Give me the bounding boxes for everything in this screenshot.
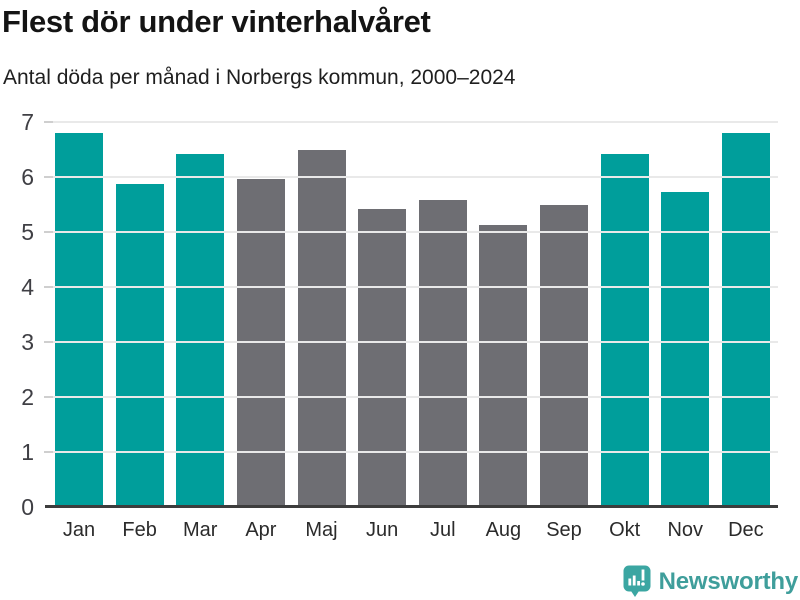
bar-nov (661, 192, 710, 507)
x-axis-label-okt: Okt (609, 519, 641, 541)
x-axis-label-jan: Jan (62, 519, 96, 541)
bar-maj (297, 149, 346, 507)
bar-jan (55, 133, 103, 507)
bar-dec (721, 133, 770, 507)
y-axis-label-0: 0 (21, 494, 34, 520)
page-title: Flest dör under vinterhalvåret (2, 4, 431, 39)
y-tick-7 (44, 121, 53, 123)
gridline-4 (47, 286, 778, 289)
y-tick-5 (44, 231, 53, 233)
bar-sep (540, 204, 588, 507)
y-axis-label-2: 2 (21, 384, 34, 410)
bar-slot-jul: Jul (418, 122, 467, 541)
y-axis: 0 1 2 3 4 5 6 7 (0, 109, 34, 520)
x-axis-label-jul: Jul (429, 519, 456, 541)
bar-slot-sep: Sep (540, 122, 588, 541)
y-axis-label-5: 5 (21, 219, 34, 245)
y-axis-label-4: 4 (21, 274, 34, 300)
gridline-7 (47, 121, 778, 123)
x-axis-label-nov: Nov (667, 519, 704, 541)
bar-slot-dec: Dec (721, 122, 770, 541)
y-tick-3 (44, 341, 53, 343)
y-tick-6 (44, 176, 53, 178)
bar-slot-maj: Maj (297, 122, 346, 541)
chart-subtitle: Antal döda per månad i Norbergs kommun, … (3, 66, 516, 89)
bars-container: Jan Feb Mar Apr Maj Jun Jul Aug Sep Okt Nov Dec (47, 122, 778, 541)
gridline-2 (47, 396, 778, 399)
y-axis-label-6: 6 (21, 164, 34, 190)
bar-slot-aug: Aug (479, 122, 528, 541)
bar-slot-feb: Feb (115, 122, 164, 541)
bar-jun (358, 208, 407, 507)
bar-slot-apr: Apr (236, 122, 285, 541)
y-axis-label-1: 1 (21, 439, 34, 465)
gridline-5 (47, 231, 778, 233)
bar-feb (115, 184, 164, 507)
x-axis-label-mar: Mar (183, 519, 218, 541)
gridline-1 (47, 451, 778, 454)
x-axis-label-aug: Aug (485, 519, 522, 541)
bar-slot-jan: Jan (55, 122, 103, 541)
bar-slot-okt: Okt (600, 122, 649, 541)
gridline-3 (47, 341, 778, 343)
y-tick-1 (44, 451, 53, 454)
y-axis-label-7: 7 (21, 109, 34, 135)
brand-name: Newsworthy (658, 567, 799, 595)
bar-jul (418, 200, 467, 507)
brand-footer: Newsworthy (623, 565, 798, 598)
x-axis-baseline (45, 505, 778, 508)
bar-slot-nov: Nov (661, 122, 710, 541)
x-axis-label-jun: Jun (366, 519, 399, 541)
bar-mar (176, 153, 225, 507)
x-axis-label-apr: Apr (245, 519, 277, 541)
y-tick-2 (44, 396, 53, 399)
bar-slot-jun: Jun (358, 122, 407, 541)
gridline-6 (47, 176, 778, 178)
x-axis-label-sep: Sep (546, 519, 582, 541)
y-tick-4 (44, 286, 53, 289)
bar-okt (600, 153, 649, 507)
plot-area: Jan Feb Mar Apr Maj Jun Jul Aug Sep Okt Nov Dec (44, 121, 778, 541)
bar-slot-mar: Mar (176, 122, 225, 541)
y-axis-label-3: 3 (21, 329, 34, 355)
bar-aug (479, 225, 528, 507)
x-axis-label-dec: Dec (728, 519, 764, 541)
x-axis-label-maj: Maj (305, 519, 338, 541)
newsworthy-logo-icon (623, 565, 651, 597)
x-axis-label-feb: Feb (122, 519, 157, 541)
